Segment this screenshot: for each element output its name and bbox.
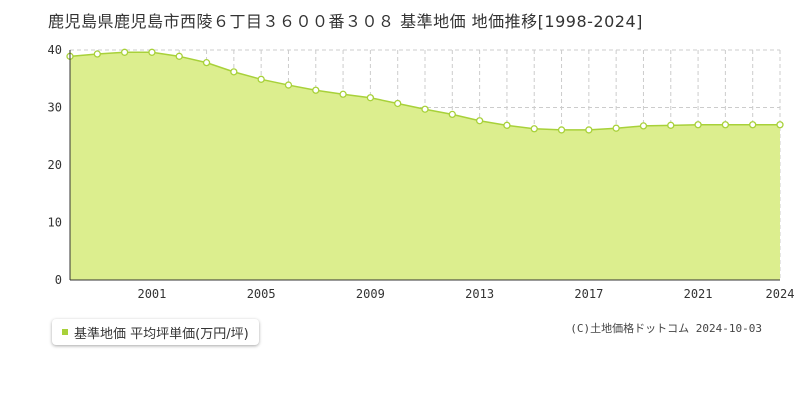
x-tick-label: 2005	[247, 287, 276, 301]
series-area-fill	[70, 52, 780, 280]
data-point-2003	[202, 59, 211, 67]
data-point-2022	[721, 121, 730, 129]
data-point-2024	[776, 121, 784, 129]
data-point-2021	[694, 121, 702, 129]
x-tick-label: 2001	[137, 287, 166, 301]
data-point-2011	[421, 105, 429, 113]
data-point-2013	[475, 117, 484, 125]
x-tick-label: 2021	[684, 287, 713, 301]
data-point-1999	[93, 50, 101, 58]
data-point-2010	[394, 99, 402, 108]
data-point-2012	[448, 110, 456, 119]
y-tick-labels: 0 10 20 30 40	[48, 43, 62, 287]
data-point-2000	[120, 48, 129, 56]
data-point-2023	[749, 121, 757, 129]
legend: 基準地価 平均坪単価(万円/坪)	[52, 319, 259, 345]
credit-text: (C)土地価格ドットコム 2024-10-03	[570, 322, 762, 335]
data-point-2014	[503, 121, 511, 129]
y-tick-label: 30	[48, 101, 62, 115]
x-tick-label: 2024	[766, 287, 795, 301]
y-tick-label: 40	[48, 43, 62, 57]
data-point-2008	[339, 90, 347, 98]
axes	[69, 50, 780, 281]
data-point-2017	[585, 126, 593, 134]
data-point-2007	[312, 86, 320, 94]
x-tick-labels: 2001 2005 2009 2013 2017 2021 2024	[137, 287, 794, 301]
data-point-2016	[557, 126, 566, 134]
data-point-2002	[175, 52, 183, 60]
data-point-2006	[284, 81, 293, 89]
data-point-2018	[612, 124, 620, 132]
y-tick-label: 20	[48, 158, 62, 172]
data-point-2019	[639, 122, 648, 130]
y-tick-label: 10	[48, 216, 62, 230]
y-tick-label: 0	[55, 273, 62, 287]
x-tick-label: 2013	[465, 287, 494, 301]
x-tick-label: 2017	[574, 287, 603, 301]
x-tick-label: 2009	[356, 287, 385, 301]
data-point-2015	[530, 125, 538, 133]
data-point-2005	[257, 75, 265, 83]
legend-label: 基準地価 平均坪単価(万円/坪)	[74, 326, 249, 342]
data-point-2004	[230, 68, 238, 76]
page-title: 鹿児島県鹿児島市西陵６丁目３６００番３０８ 基準地価 地価推移[1998-202…	[48, 12, 643, 31]
data-point-2020	[667, 121, 675, 129]
data-point-2001	[148, 48, 156, 56]
legend-swatch	[62, 329, 68, 335]
data-markers	[66, 48, 784, 134]
data-point-2009	[366, 94, 375, 102]
